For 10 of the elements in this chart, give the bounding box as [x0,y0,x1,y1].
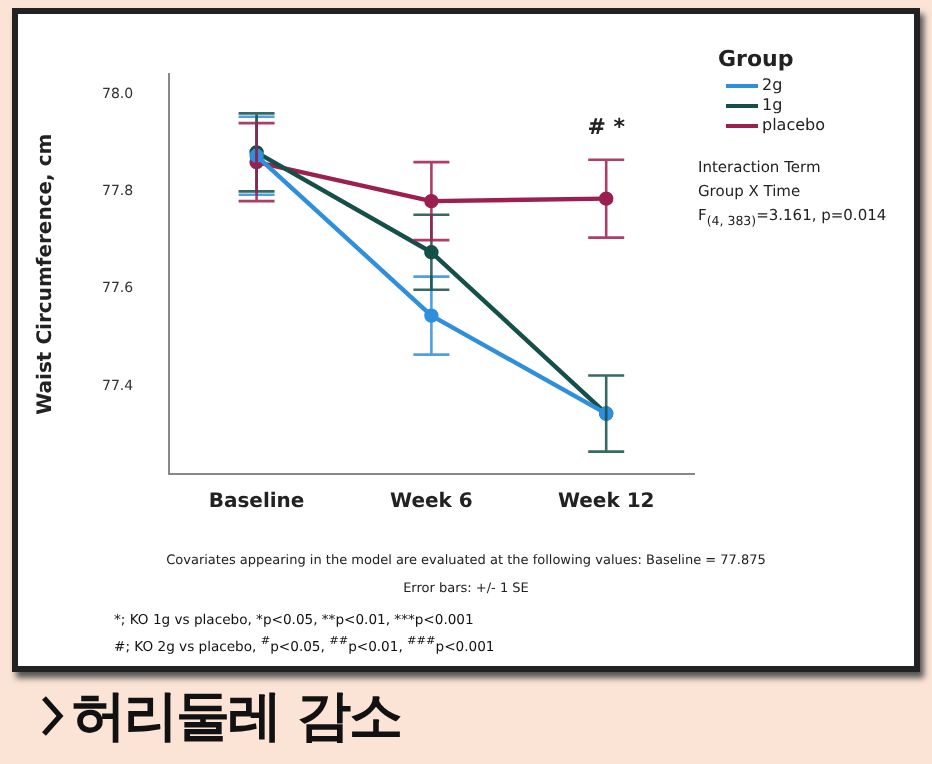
legend-title: Group [718,46,796,72]
x-tick-label: Week 12 [557,491,655,514]
legend-label: placebo [762,116,825,136]
legend-label: 2g [762,76,783,96]
legend-label: 1g [762,96,783,116]
x-tick-label: Week 6 [390,491,473,514]
text: 허리둘레 감소 [72,684,401,752]
x-tick-label: Baseline [208,491,305,514]
annotation: # * [587,114,626,141]
y-axis-title: Waist Circumference, cm [35,133,58,415]
